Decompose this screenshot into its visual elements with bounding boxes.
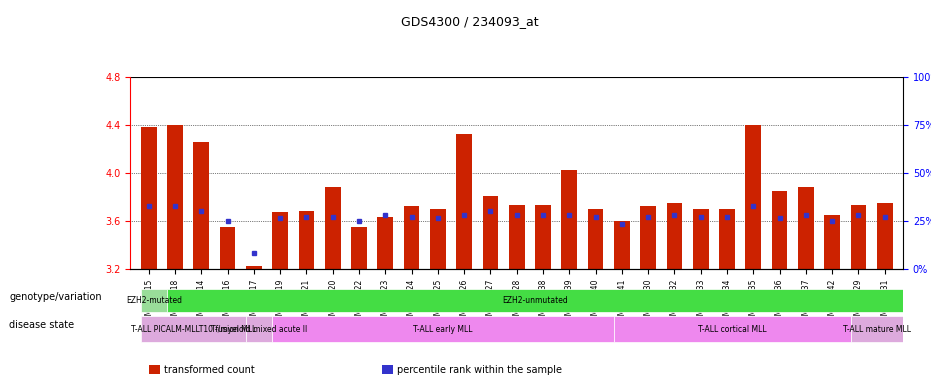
Bar: [824, 215, 840, 269]
Text: T-ALL cortical MLL: T-ALL cortical MLL: [698, 325, 766, 334]
Bar: [351, 227, 367, 269]
Text: GDS4300 / 234093_at: GDS4300 / 234093_at: [401, 15, 539, 28]
Text: genotype/variation: genotype/variation: [9, 291, 101, 302]
Text: disease state: disease state: [9, 320, 74, 331]
Bar: [141, 127, 156, 269]
Bar: [561, 170, 577, 269]
Bar: [851, 205, 866, 269]
Text: transformed count: transformed count: [164, 365, 254, 375]
Text: percentile rank within the sample: percentile rank within the sample: [397, 365, 561, 375]
Bar: [693, 209, 708, 269]
FancyBboxPatch shape: [168, 289, 903, 312]
Bar: [272, 212, 288, 269]
Bar: [482, 195, 498, 269]
Bar: [798, 187, 814, 269]
Text: T-/myeloid mixed acute ll: T-/myeloid mixed acute ll: [211, 325, 307, 334]
Bar: [719, 209, 735, 269]
Bar: [772, 191, 788, 269]
Bar: [667, 203, 682, 269]
Bar: [587, 209, 603, 269]
Bar: [194, 142, 209, 269]
Bar: [382, 365, 393, 374]
FancyBboxPatch shape: [614, 316, 851, 342]
Bar: [377, 217, 393, 269]
Bar: [246, 266, 262, 269]
Bar: [325, 187, 341, 269]
FancyBboxPatch shape: [141, 316, 246, 342]
FancyBboxPatch shape: [851, 316, 903, 342]
Bar: [641, 207, 656, 269]
Bar: [746, 125, 762, 269]
Bar: [149, 365, 160, 374]
FancyBboxPatch shape: [272, 316, 614, 342]
Bar: [456, 134, 472, 269]
Bar: [509, 205, 524, 269]
Text: T-ALL mature MLL: T-ALL mature MLL: [843, 325, 911, 334]
FancyBboxPatch shape: [141, 289, 168, 312]
Bar: [614, 221, 629, 269]
Bar: [220, 227, 236, 269]
FancyBboxPatch shape: [246, 316, 272, 342]
Bar: [404, 207, 420, 269]
Bar: [877, 203, 893, 269]
Bar: [430, 209, 446, 269]
Text: T-ALL early MLL: T-ALL early MLL: [413, 325, 473, 334]
Bar: [299, 211, 315, 269]
Text: T-ALL PICALM-MLLT10 fusion MLL: T-ALL PICALM-MLLT10 fusion MLL: [130, 325, 256, 334]
Text: EZH2-mutated: EZH2-mutated: [126, 296, 182, 305]
Text: EZH2-unmutated: EZH2-unmutated: [502, 296, 568, 305]
Bar: [168, 125, 182, 269]
Bar: [535, 205, 551, 269]
